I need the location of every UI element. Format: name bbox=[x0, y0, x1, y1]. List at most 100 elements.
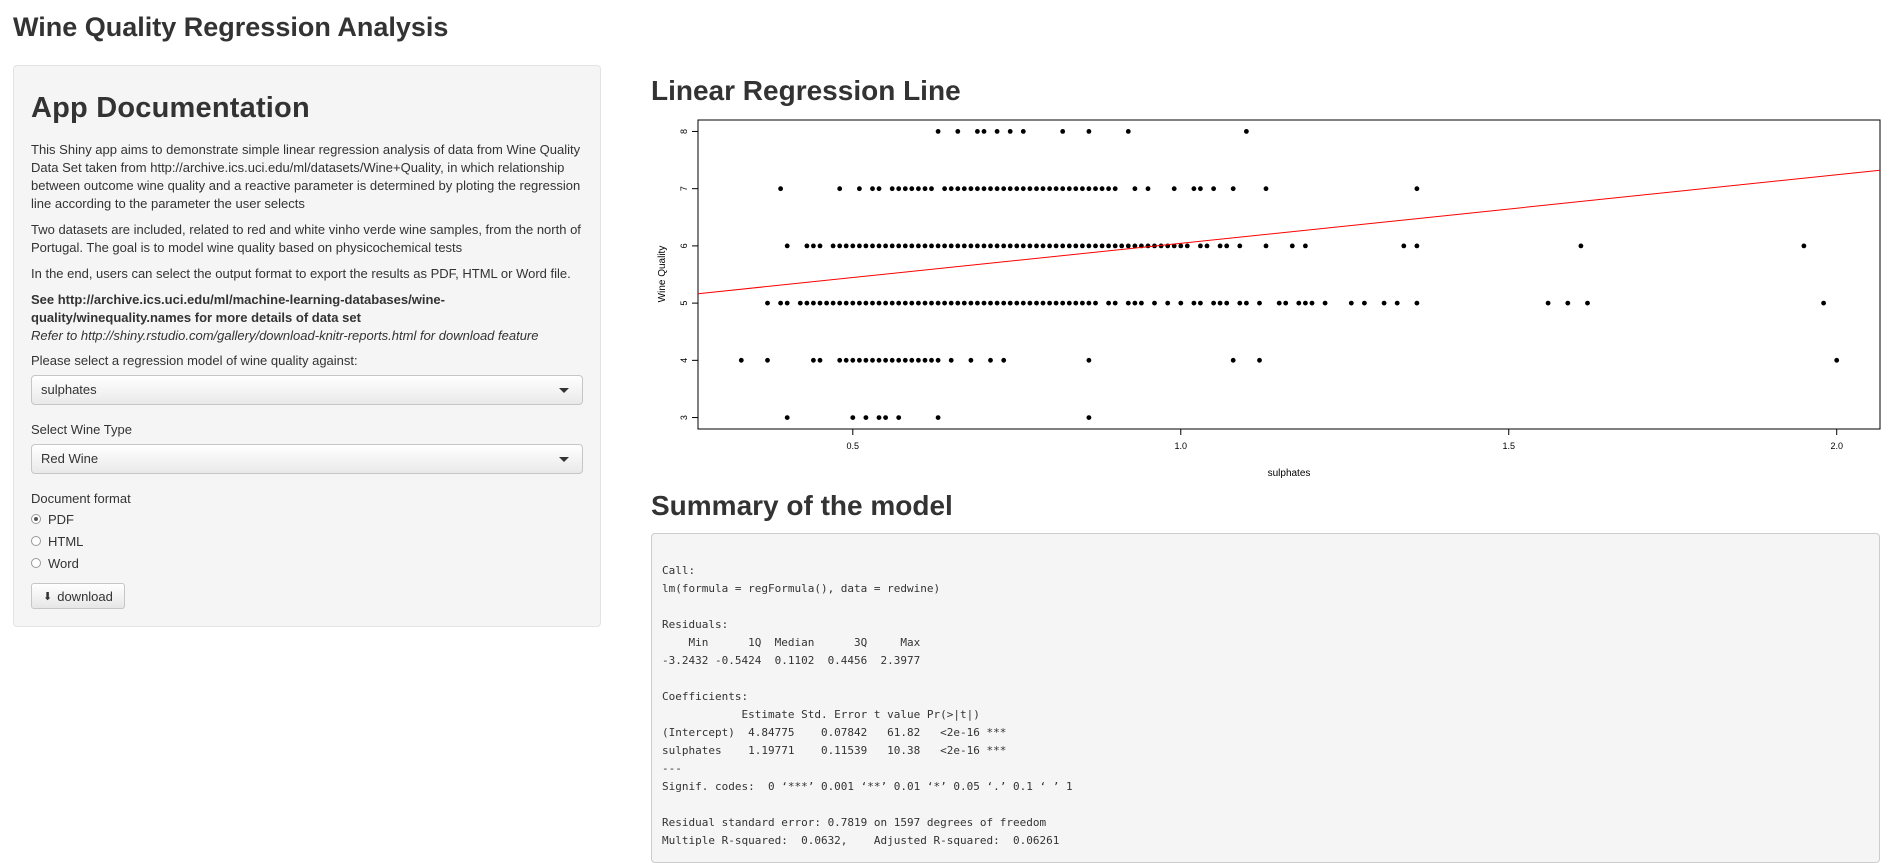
data-point bbox=[922, 186, 928, 192]
download-label: download bbox=[57, 588, 113, 604]
data-point bbox=[1007, 186, 1013, 192]
y-tick-label: 4 bbox=[679, 358, 689, 363]
data-point bbox=[1565, 300, 1571, 306]
data-point bbox=[1066, 300, 1072, 306]
plot-title: Linear Regression Line bbox=[651, 75, 961, 106]
data-point bbox=[876, 415, 882, 420]
data-point bbox=[1034, 300, 1039, 306]
data-point bbox=[981, 243, 987, 249]
data-point bbox=[843, 300, 849, 306]
data-point bbox=[1112, 300, 1118, 306]
format-option-html[interactable]: HTML bbox=[31, 530, 583, 552]
data-point bbox=[1178, 300, 1184, 306]
data-point bbox=[1060, 300, 1066, 306]
data-point bbox=[817, 243, 823, 249]
data-point bbox=[804, 243, 810, 249]
data-point bbox=[1099, 243, 1105, 249]
regression-model-select[interactable]: sulphates bbox=[31, 375, 583, 405]
data-point bbox=[922, 243, 928, 249]
regression-line bbox=[698, 169, 1880, 295]
data-point bbox=[1020, 129, 1026, 134]
data-point bbox=[1834, 357, 1840, 363]
y-tick-label: 3 bbox=[679, 415, 689, 420]
data-point bbox=[876, 186, 882, 192]
data-point bbox=[876, 243, 882, 249]
data-point bbox=[1821, 300, 1826, 306]
data-point bbox=[1040, 186, 1046, 192]
data-point bbox=[1237, 243, 1243, 249]
data-point bbox=[896, 243, 902, 249]
data-point bbox=[1001, 300, 1007, 306]
data-point bbox=[778, 186, 783, 192]
data-point bbox=[1230, 357, 1236, 363]
data-point bbox=[1191, 186, 1197, 192]
data-point bbox=[1309, 300, 1315, 306]
data-point bbox=[876, 300, 882, 306]
data-point bbox=[1040, 300, 1046, 306]
doc-paragraph-datasets: Two datasets are included, related to re… bbox=[31, 222, 581, 255]
data-point bbox=[843, 243, 849, 249]
data-point bbox=[896, 186, 902, 192]
data-point bbox=[857, 357, 862, 363]
x-tick-label: 2.0 bbox=[1830, 441, 1843, 451]
radio-button-pdf[interactable] bbox=[31, 514, 41, 524]
data-point bbox=[1125, 300, 1131, 306]
data-point bbox=[1047, 243, 1052, 249]
wine-type-select[interactable]: Red Wine bbox=[31, 444, 583, 474]
data-point bbox=[1132, 243, 1138, 249]
data-point bbox=[1086, 415, 1092, 420]
data-point bbox=[1080, 186, 1085, 192]
data-point bbox=[1204, 243, 1210, 249]
data-point bbox=[811, 300, 816, 306]
data-point bbox=[837, 186, 843, 192]
x-tick-label: 1.0 bbox=[1175, 441, 1188, 451]
data-point bbox=[1060, 186, 1066, 192]
data-point bbox=[1801, 243, 1807, 249]
data-point bbox=[922, 357, 928, 363]
dataset-details-link: See http://archive.ics.uci.edu/ml/machin… bbox=[31, 292, 445, 325]
data-point bbox=[1014, 300, 1020, 306]
radio-button-html[interactable] bbox=[31, 536, 41, 546]
data-point bbox=[1414, 300, 1420, 306]
data-point bbox=[1303, 243, 1308, 249]
data-point bbox=[1198, 300, 1203, 306]
y-axis: 3 4 5 6 7 8 bbox=[679, 129, 698, 420]
data-point bbox=[1257, 300, 1262, 306]
radio-button-word[interactable] bbox=[31, 558, 41, 568]
format-option-word[interactable]: Word bbox=[31, 552, 583, 574]
data-point bbox=[955, 129, 961, 134]
data-point bbox=[988, 300, 993, 306]
doc-paragraph-intro: This Shiny app aims to demonstrate simpl… bbox=[31, 142, 581, 211]
regression-scatter-plot: 0.5 1.0 1.5 2.0 3 4 5 6 7 8 sulphates Wine Quali… bbox=[657, 119, 1881, 479]
data-point bbox=[1001, 186, 1007, 192]
data-point bbox=[1276, 300, 1282, 306]
data-point bbox=[883, 357, 888, 363]
data-point bbox=[784, 415, 790, 420]
data-point bbox=[1073, 243, 1079, 249]
data-point bbox=[1020, 243, 1026, 249]
data-point bbox=[1224, 243, 1230, 249]
data-point bbox=[988, 357, 993, 363]
data-point bbox=[811, 357, 816, 363]
data-point bbox=[916, 186, 921, 192]
y-tick-label: 8 bbox=[679, 129, 689, 134]
download-icon: ⬇ bbox=[43, 590, 53, 603]
data-point bbox=[1014, 186, 1020, 192]
data-point bbox=[1066, 243, 1072, 249]
data-point bbox=[883, 243, 888, 249]
data-point bbox=[922, 300, 928, 306]
documentation-panel: App Documentation This Shiny app aims to… bbox=[13, 65, 601, 627]
data-point bbox=[1158, 243, 1164, 249]
data-point bbox=[1322, 300, 1328, 306]
data-point bbox=[1007, 129, 1013, 134]
data-point bbox=[824, 300, 829, 306]
data-point bbox=[870, 186, 875, 192]
data-point bbox=[889, 300, 895, 306]
data-point bbox=[902, 186, 908, 192]
data-point bbox=[1211, 300, 1216, 306]
download-button[interactable]: ⬇ download bbox=[31, 583, 125, 609]
data-point bbox=[981, 300, 987, 306]
format-option-pdf[interactable]: PDF bbox=[31, 508, 583, 530]
x-tick-label: 0.5 bbox=[847, 441, 860, 451]
data-point bbox=[994, 129, 1000, 134]
